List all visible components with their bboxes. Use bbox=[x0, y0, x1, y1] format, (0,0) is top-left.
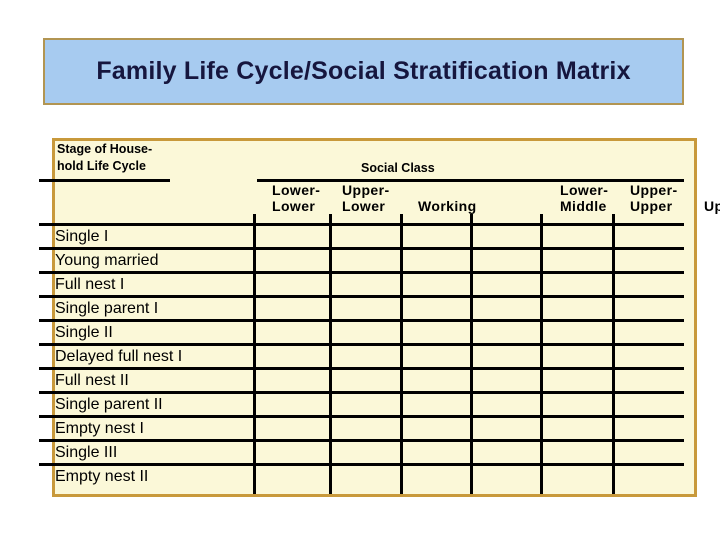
grid-line-horizontal bbox=[39, 295, 684, 298]
column-header-line1: Lower- bbox=[272, 182, 321, 198]
grid-line-vertical bbox=[470, 214, 473, 494]
header-divider-line bbox=[39, 223, 684, 226]
grid-line-vertical bbox=[253, 214, 256, 494]
row-axis-label-line1: Stage of House- bbox=[57, 142, 153, 156]
column-header-working: Working bbox=[418, 182, 477, 214]
row-label-single-i: Single I bbox=[55, 228, 109, 245]
column-header-upper-lower: Upper- Lower bbox=[342, 182, 390, 214]
grid-line-horizontal bbox=[39, 367, 684, 370]
column-header-line2: Up bbox=[704, 198, 720, 214]
grid-line-vertical bbox=[400, 214, 403, 494]
grid-line-horizontal bbox=[39, 271, 684, 274]
grid-line-horizontal bbox=[39, 343, 684, 346]
column-header-line2: Upper bbox=[630, 198, 673, 214]
row-label-single-iii: Single III bbox=[55, 444, 118, 461]
column-header-lower-middle: Lower- Middle bbox=[560, 182, 608, 214]
column-header-line1 bbox=[418, 182, 477, 198]
grid-line-horizontal bbox=[39, 439, 684, 442]
column-header-line1 bbox=[704, 182, 720, 198]
row-label-empty-nest-ii: Empty nest II bbox=[55, 468, 149, 485]
column-header-line1: Upper- bbox=[630, 182, 678, 198]
row-label-young-married: Young married bbox=[55, 252, 159, 269]
row-label-empty-nest-i: Empty nest I bbox=[55, 420, 144, 437]
row-label-full-nest-i: Full nest I bbox=[55, 276, 125, 293]
column-header-line2: Middle bbox=[560, 198, 607, 214]
column-group-label: Social Class bbox=[361, 161, 435, 175]
column-header-line2: Lower bbox=[272, 198, 316, 214]
grid-line-horizontal bbox=[39, 463, 684, 466]
grid-line-horizontal bbox=[39, 391, 684, 394]
column-header-line1: Lower- bbox=[560, 182, 609, 198]
column-header-line2: Working bbox=[418, 198, 477, 214]
grid-line-vertical bbox=[540, 214, 543, 494]
row-label-single-ii: Single II bbox=[55, 324, 113, 341]
column-group-underline bbox=[257, 179, 684, 182]
grid-line-vertical bbox=[612, 214, 615, 494]
column-header-clipped: Up bbox=[704, 182, 720, 214]
column-header-line1: Upper- bbox=[342, 182, 390, 198]
grid-line-horizontal bbox=[39, 319, 684, 322]
row-label-single-parent-ii: Single parent II bbox=[55, 396, 163, 413]
matrix-table-panel bbox=[52, 138, 697, 497]
row-axis-underline bbox=[39, 179, 170, 182]
column-header-line2: Lower bbox=[342, 198, 386, 214]
column-header-upper-upper: Upper- Upper bbox=[630, 182, 678, 214]
row-axis-label: Stage of House- hold Life Cycle bbox=[57, 141, 152, 175]
row-label-delayed-full-nest-i: Delayed full nest I bbox=[55, 348, 183, 365]
row-axis-label-line2: hold Life Cycle bbox=[57, 159, 146, 173]
page-title: Family Life Cycle/Social Stratification … bbox=[96, 57, 631, 85]
grid-line-vertical bbox=[329, 214, 332, 494]
grid-line-horizontal bbox=[39, 415, 684, 418]
row-label-single-parent-i: Single parent I bbox=[55, 300, 159, 317]
row-label-full-nest-ii: Full nest II bbox=[55, 372, 129, 389]
grid-line-horizontal bbox=[39, 247, 684, 250]
title-box: Family Life Cycle/Social Stratification … bbox=[43, 38, 684, 105]
column-header-lower-lower: Lower- Lower bbox=[272, 182, 320, 214]
